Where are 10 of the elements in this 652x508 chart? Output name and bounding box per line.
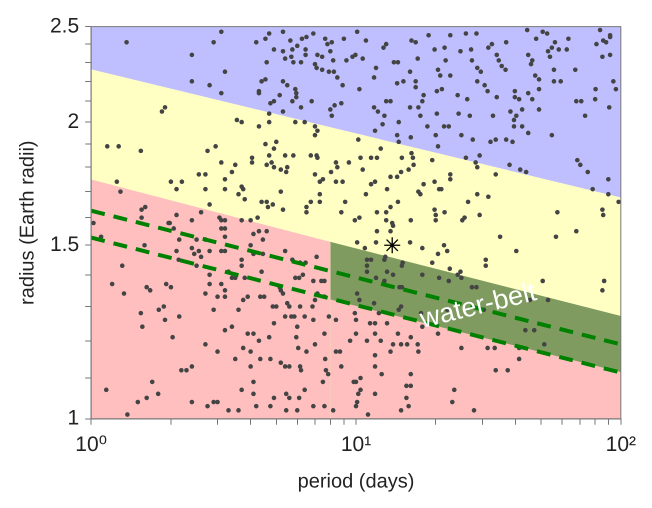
x-axis-title: period (days) bbox=[298, 470, 414, 493]
y-tick-label: 1 bbox=[68, 406, 80, 430]
x-tick-label: 10¹ bbox=[340, 433, 372, 456]
y-tick-label: 2.5 bbox=[50, 14, 80, 38]
y-tick-label: 2 bbox=[68, 110, 80, 133]
y-tick-label: 1.5 bbox=[50, 233, 80, 256]
x-tick-label: 10⁰ bbox=[75, 433, 108, 456]
x-tick-label: 10² bbox=[606, 433, 636, 456]
y-axis-title: radius (Earth radii) bbox=[16, 140, 39, 305]
annotation: water-belt bbox=[416, 276, 540, 334]
